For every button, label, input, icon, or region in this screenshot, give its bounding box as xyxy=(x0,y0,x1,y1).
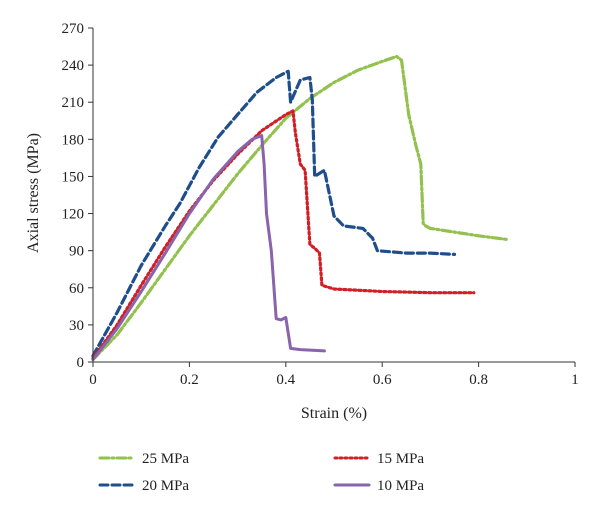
series-line-10-mpa xyxy=(91,134,326,361)
legend-label: 15 MPa xyxy=(377,451,424,467)
series-line-15-mpa xyxy=(91,109,476,360)
x-axis-title: Strain (%) xyxy=(301,405,367,422)
y-axis-title: Axial stress (MPa) xyxy=(25,133,42,253)
tick-labels: 0 30 60 90 120 150 180 210 240 270 0 0.2 0.4 0.6 0.8 1 xyxy=(62,21,579,388)
y-tick-label: 60 xyxy=(69,281,84,297)
y-tick-label: 240 xyxy=(62,58,85,74)
x-tick-label: 0.2 xyxy=(180,372,199,388)
y-tick-label: 30 xyxy=(69,318,84,334)
series-line-20-mpa xyxy=(91,69,457,358)
y-tick-label: 270 xyxy=(62,21,85,37)
plot-area xyxy=(91,54,510,362)
legend-label: 10 MPa xyxy=(377,478,424,494)
x-tick-label: 0 xyxy=(89,372,97,388)
y-tick-label: 210 xyxy=(62,95,85,111)
legend-label: 25 MPa xyxy=(142,451,189,467)
y-tick-label: 120 xyxy=(62,207,85,223)
legend: 25 MPa 20 MPa 15 MPa 10 MPa xyxy=(98,451,424,494)
legend-label: 20 MPa xyxy=(142,478,189,494)
y-tick-label: 90 xyxy=(69,244,84,260)
y-tick-label: 180 xyxy=(62,132,85,148)
x-tick-label: 0.4 xyxy=(276,372,295,388)
series-line-25-mpa xyxy=(91,54,510,362)
x-tick-label: 1 xyxy=(571,372,579,388)
x-tick-label: 0.6 xyxy=(373,372,392,388)
y-tick-label: 0 xyxy=(77,355,85,371)
x-tick-label: 0.8 xyxy=(469,372,488,388)
y-tick-label: 150 xyxy=(62,169,85,185)
axes xyxy=(88,27,576,367)
